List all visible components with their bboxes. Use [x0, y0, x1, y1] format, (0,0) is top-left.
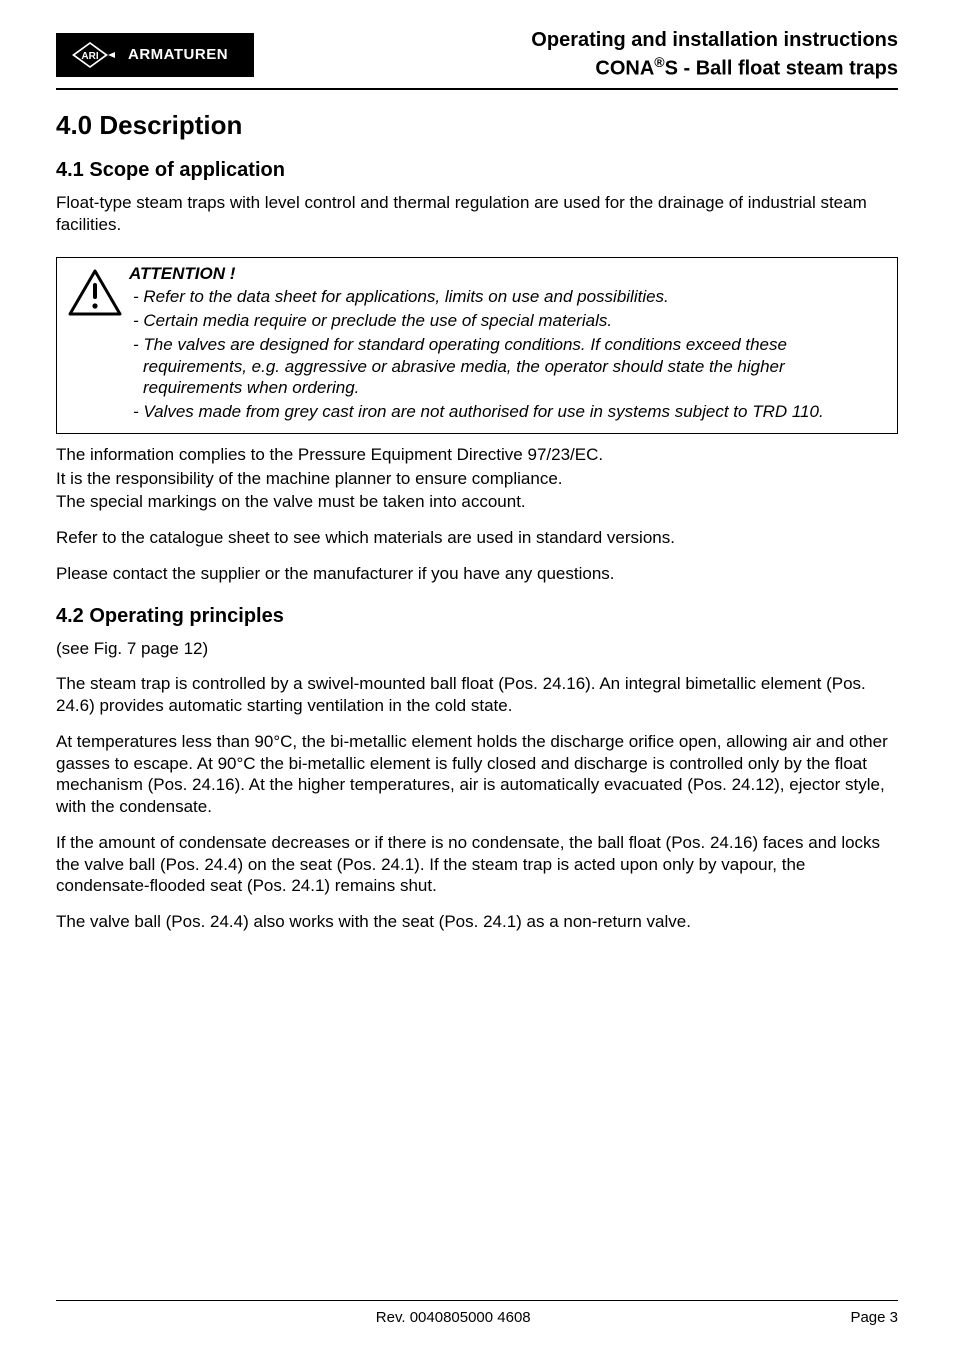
attention-item: - Certain media require or preclude the …: [129, 310, 887, 332]
after-box-p2: It is the responsibility of the machine …: [56, 468, 898, 490]
footer: Rev. 0040805000 4608 Page 3: [56, 1301, 898, 1326]
after-box-p1: The information complies to the Pressure…: [56, 444, 898, 466]
svg-text:ARI: ARI: [81, 51, 98, 62]
after-box-p3: The special markings on the valve must b…: [56, 491, 898, 513]
ari-diamond-icon: ARI: [62, 40, 118, 70]
attention-box: ATTENTION ! - Refer to the data sheet fo…: [56, 257, 898, 434]
after-box-p4: Refer to the catalogue sheet to see whic…: [56, 527, 898, 549]
s42-p1: (see Fig. 7 page 12): [56, 638, 898, 660]
page-title: Operating and installation instructions …: [531, 28, 898, 82]
footer-right: Page 3: [850, 1309, 898, 1326]
s42-p4: If the amount of condensate decreases or…: [56, 832, 898, 897]
section-heading-4-0: 4.0 Description: [56, 110, 898, 141]
attention-item: - Valves made from grey cast iron are no…: [129, 401, 887, 423]
section-heading-4-1: 4.1 Scope of application: [56, 159, 898, 182]
header-rule: [56, 88, 898, 90]
attention-title: ATTENTION !: [129, 264, 887, 284]
s42-p2: The steam trap is controlled by a swivel…: [56, 673, 898, 717]
brand-text: ARMATUREN: [128, 46, 228, 63]
warning-triangle-icon: [67, 268, 123, 318]
attention-item: - The valves are designed for standard o…: [129, 334, 887, 399]
after-box-p5: Please contact the supplier or the manuf…: [56, 563, 898, 585]
s42-p3: At temperatures less than 90°C, the bi-m…: [56, 731, 898, 818]
section-heading-4-2: 4.2 Operating principles: [56, 605, 898, 628]
attention-item: - Refer to the data sheet for applicatio…: [129, 286, 887, 308]
brand-logo: ARI ARMATUREN: [56, 33, 254, 77]
title-line-1: Operating and installation instructions: [531, 28, 898, 54]
attention-list: - Refer to the data sheet for applicatio…: [129, 286, 887, 423]
title-line-2: CONA®S - Ball float steam traps: [531, 54, 898, 82]
s42-p5: The valve ball (Pos. 24.4) also works wi…: [56, 911, 898, 933]
s41-p1: Float-type steam traps with level contro…: [56, 192, 898, 236]
footer-center: Rev. 0040805000 4608: [376, 1309, 531, 1326]
